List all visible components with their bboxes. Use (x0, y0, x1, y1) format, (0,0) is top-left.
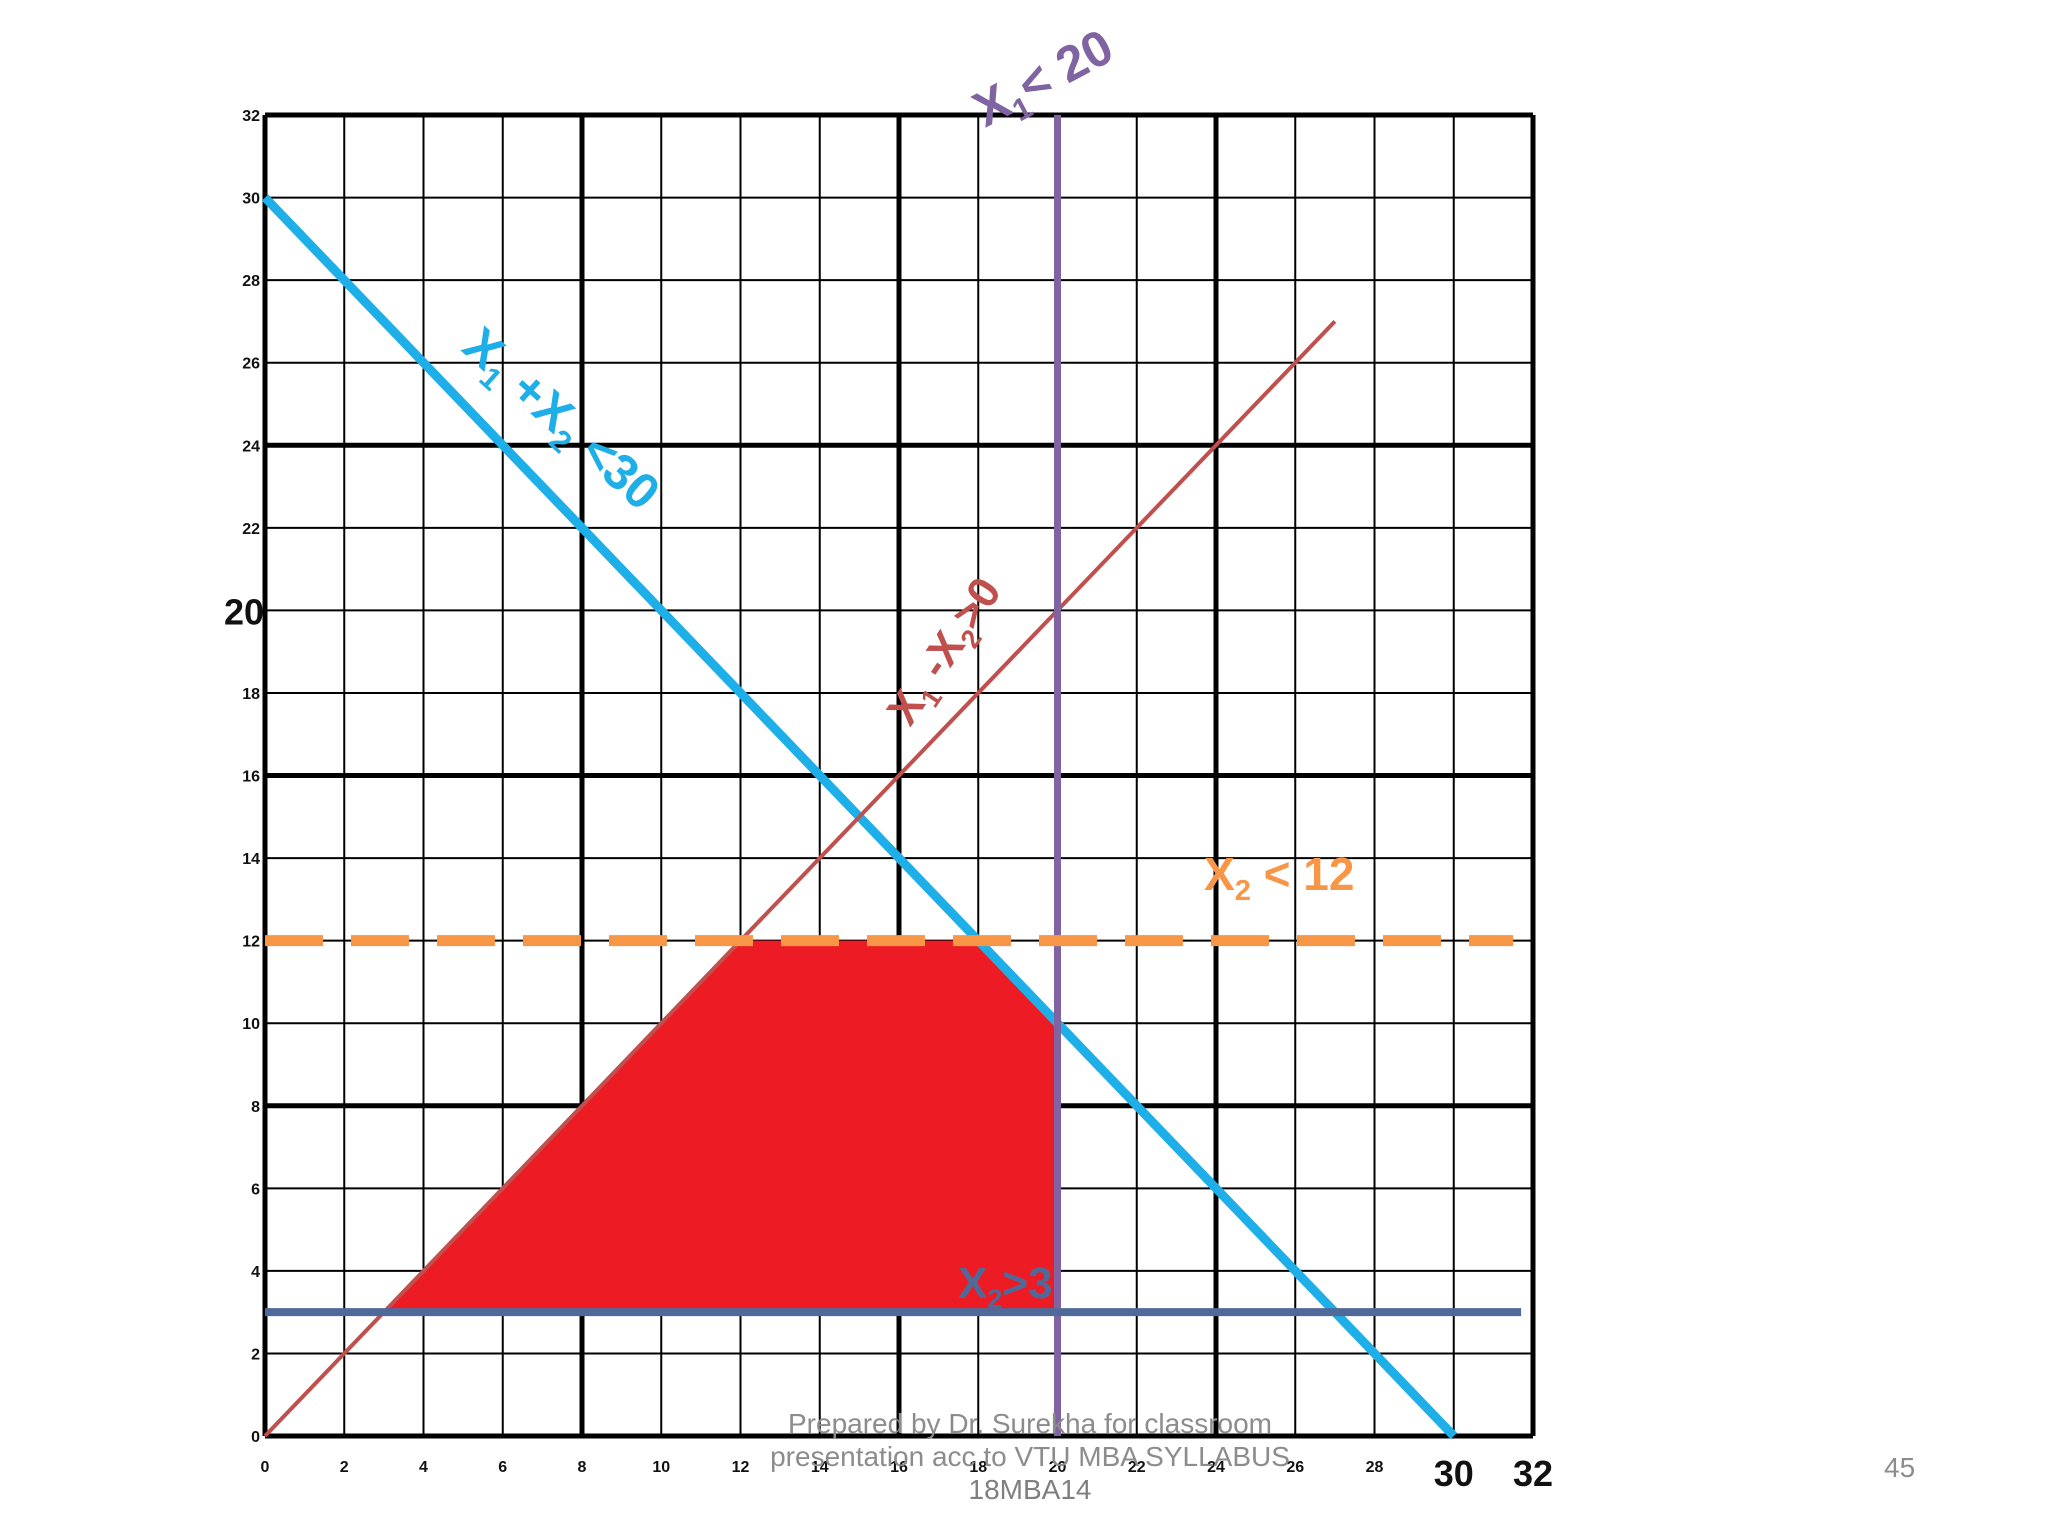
y-tick-label-28: 28 (242, 273, 260, 290)
y-tick-label-20: 20 (224, 591, 264, 632)
constraint-label-5: X2>3 (958, 1259, 1053, 1314)
x-tick-label-12: 12 (732, 1459, 750, 1476)
x-tick-label-14: 14 (811, 1459, 829, 1476)
x-tick-label-32: 32 (1513, 1453, 1553, 1494)
y-tick-label-2: 2 (251, 1346, 260, 1363)
y-tick-label-12: 12 (242, 934, 260, 951)
x-tick-label-30: 30 (1434, 1453, 1474, 1494)
constraint-label-5-part-5: >3 (1002, 1259, 1052, 1308)
constraint-lines (261, 115, 1522, 1440)
x-tick-label-28: 28 (1366, 1459, 1384, 1476)
x-tick-label-24: 24 (1207, 1459, 1225, 1476)
tick-labels: 0 2 4 6 8 10 12 14 16 18 20 22 24 26 28 30 3202468101214… (224, 108, 1553, 1494)
x-tick-label-20: 20 (1049, 1459, 1067, 1476)
y-tick-label-14: 14 (242, 851, 260, 868)
x-tick-label-16: 16 (890, 1459, 908, 1476)
constraint-label-4-part-1: X (1204, 848, 1235, 900)
footer-line-3: 18MBA14 (968, 1473, 1092, 1505)
y-tick-label-4: 4 (251, 1264, 260, 1281)
x-tick-label-18: 18 (969, 1459, 987, 1476)
x-tick-label-2: 2 (340, 1459, 349, 1476)
x-tick-label-8: 8 (578, 1459, 587, 1476)
constraint-label-4-part-5: < 12 (1251, 848, 1355, 900)
constraint-label-5-part-1: X (958, 1259, 987, 1308)
y-tick-label-10: 10 (242, 1016, 260, 1033)
page-number: 45 (1884, 1452, 1916, 1483)
y-tick-label-22: 22 (242, 521, 260, 538)
x-tick-label-10: 10 (652, 1459, 670, 1476)
y-tick-label-32: 32 (242, 108, 260, 125)
y-tick-label-16: 16 (242, 769, 260, 786)
feasible-region (383, 940, 1058, 1313)
feasible-region-layer (383, 940, 1058, 1313)
footer-line-1: Prepared by Dr. Surekha for classroom (788, 1408, 1272, 1439)
constraint-label-4: X2 < 12 (1204, 848, 1354, 907)
x-tick-label-6: 6 (498, 1459, 507, 1476)
x-tick-label-22: 22 (1128, 1459, 1146, 1476)
y-tick-label-18: 18 (242, 686, 260, 703)
x-tick-label-0: 0 (261, 1459, 270, 1476)
footer-text: Prepared by Dr. Surekha for classroom pr… (720, 1408, 1340, 1506)
x-tick-label-4: 4 (419, 1459, 428, 1476)
y-tick-label-30: 30 (242, 191, 260, 208)
y-tick-label-0: 0 (251, 1429, 260, 1446)
y-tick-label-6: 6 (251, 1181, 260, 1198)
constraint-line-2 (263, 320, 1337, 1438)
y-tick-label-26: 26 (242, 356, 260, 373)
constraint-label-4-part-2: 2 (1235, 875, 1251, 907)
footer-line-2: presentation acc to VTU MBA SYLLABUS (770, 1440, 1290, 1472)
constraint-label-5-part-2: 2 (987, 1284, 1002, 1314)
y-tick-label-8: 8 (251, 1099, 260, 1116)
y-tick-label-24: 24 (242, 438, 260, 455)
x-tick-label-26: 26 (1286, 1459, 1304, 1476)
